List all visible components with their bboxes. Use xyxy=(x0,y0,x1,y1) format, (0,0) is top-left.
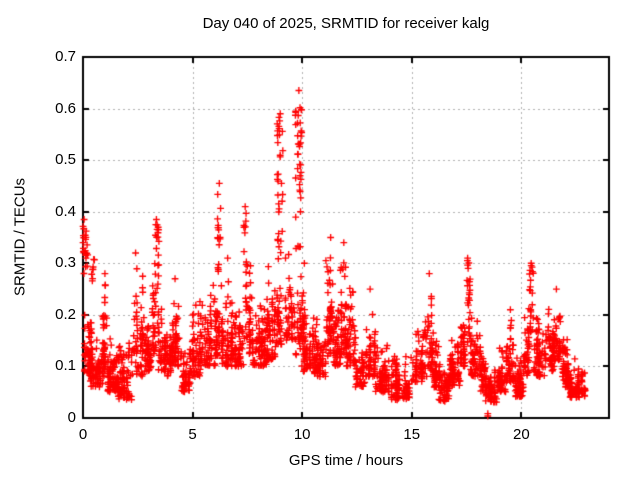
y-tick-label: 0.2 xyxy=(55,305,76,323)
y-tick-label: 0.1 xyxy=(55,357,76,375)
y-tick-label: 0 xyxy=(67,409,76,426)
x-tick-label: 20 xyxy=(512,426,530,443)
y-tick-label: 0.6 xyxy=(55,99,76,117)
x-tick-label: 5 xyxy=(188,426,197,443)
x-tick-label: 10 xyxy=(293,426,311,443)
y-tick-label: 0.5 xyxy=(55,151,76,169)
y-tick-label: 0.3 xyxy=(55,254,76,272)
y-axis-label: SRMTID / TECUs xyxy=(11,177,29,297)
x-axis-label: GPS time / hours xyxy=(288,452,404,469)
x-tick-label: 0 xyxy=(78,426,88,443)
chart-title: Day 040 of 2025, SRMTID for receiver kal… xyxy=(202,15,490,32)
y-tick-label: 0.7 xyxy=(55,48,76,65)
y-tick-label: 0.4 xyxy=(55,202,76,220)
x-tick-label: 15 xyxy=(403,426,421,443)
